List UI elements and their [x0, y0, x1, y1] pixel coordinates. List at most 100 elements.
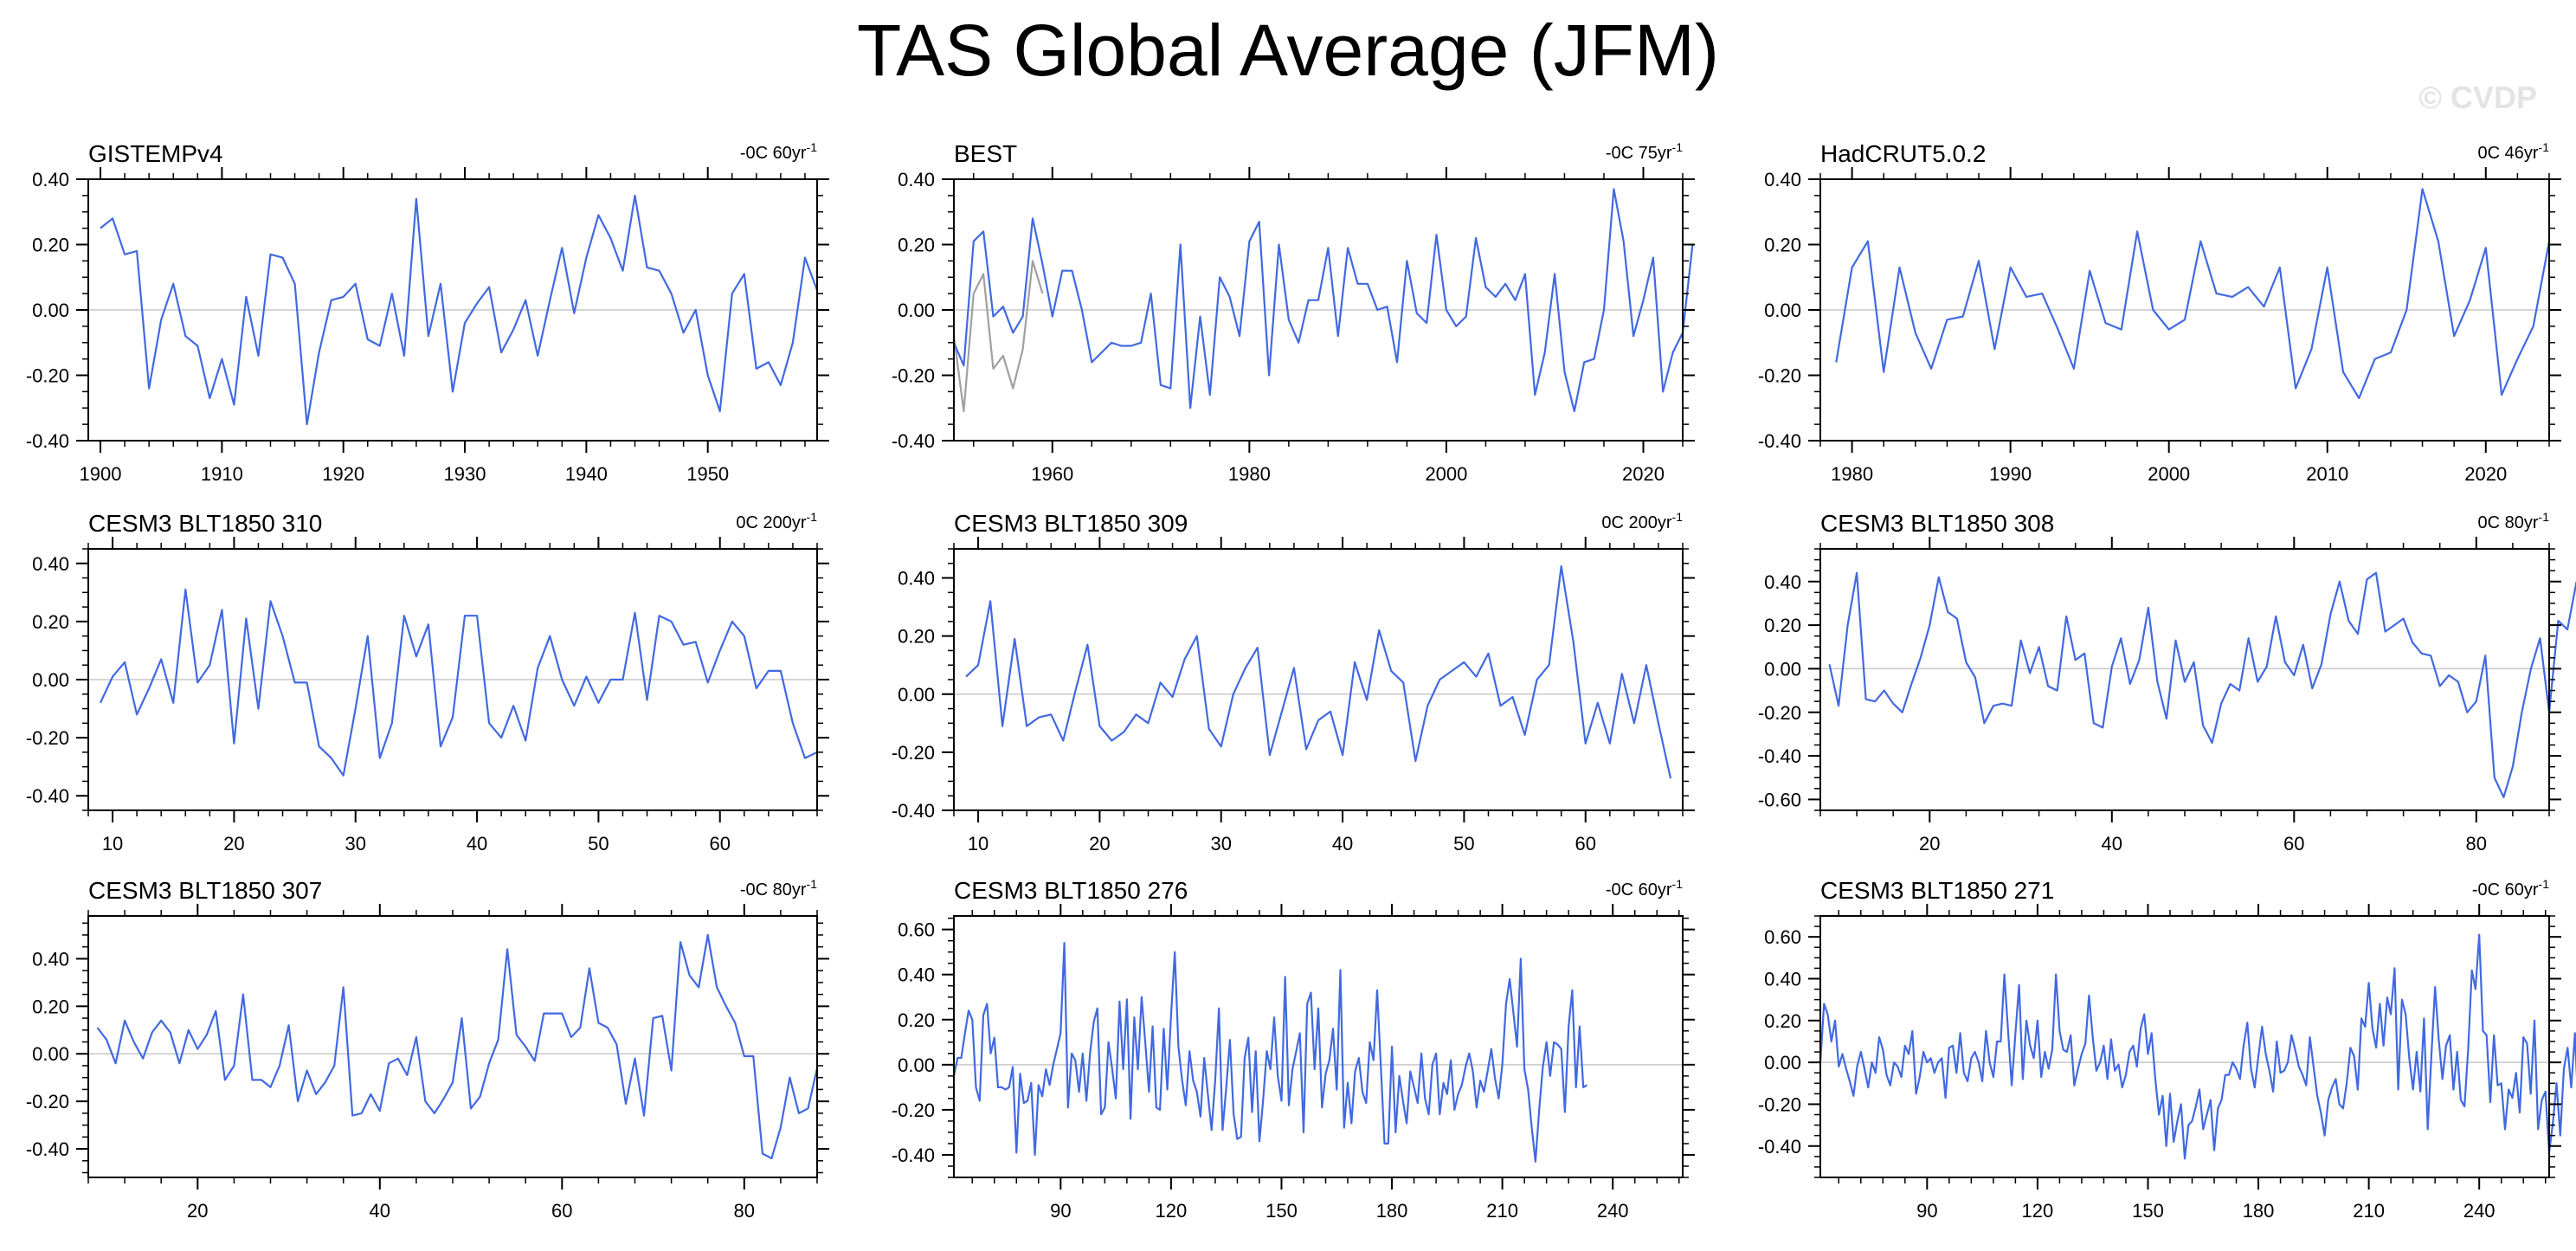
panel-title: CESM3 BLT1850 309 [954, 510, 1188, 537]
panel-title: CESM3 BLT1850 308 [1820, 510, 2054, 537]
y-tick-label: 0.00 [898, 684, 935, 706]
trend-annotation: 0C 80yr-1 [2478, 510, 2550, 532]
panel-title: GISTEMPv4 [88, 140, 223, 167]
x-tick-label: 50 [588, 833, 609, 854]
plot-frame [953, 915, 1684, 1178]
y-tick-label: 0.00 [1764, 658, 1801, 680]
chart-panel: 1900 1910 1920 1930 1940 1950 -0.40 -0.20 0.00 0.… [26, 140, 829, 485]
y-tick-label: 0.40 [1764, 571, 1801, 593]
chart-panel: 10 20 30 40 50 60 -0.40 -0.20 0.00 0.20 0.40 CESM3 … [26, 510, 829, 854]
trend-annotation: -0C 60yr-1 [2472, 877, 2549, 900]
chart-panel: 1960 1980 2000 2020 -0.40 -0.20 0.00 0.20 0.40 BE… [892, 140, 1695, 485]
x-tick-label: 30 [1210, 833, 1231, 854]
plot-frame [87, 915, 818, 1178]
x-tick-label: 180 [1376, 1200, 1408, 1222]
x-tick-label: 2010 [2306, 463, 2348, 485]
y-tick-label: -0.40 [26, 430, 69, 452]
x-tick-label: 1910 [201, 463, 243, 485]
x-tick-label: 10 [102, 833, 123, 854]
x-tick-label: 20 [187, 1200, 208, 1222]
y-tick-label: 0.20 [32, 611, 69, 633]
y-tick-label: 0.20 [1764, 1010, 1801, 1032]
y-tick-label: 0.20 [898, 1009, 935, 1031]
y-tick-label: -0.20 [1758, 1093, 1801, 1115]
y-tick-label: 0.20 [1764, 615, 1801, 636]
x-tick-label: 1930 [444, 463, 486, 485]
x-tick-label: 120 [1156, 1200, 1188, 1222]
chart-panel: 90 120 150 180 210 240 -0.40 -0.20 0.00 0.20 0.40 0… [892, 877, 1695, 1222]
x-tick-label: 60 [1575, 833, 1595, 854]
y-tick-label: 0.00 [32, 300, 69, 321]
y-tick-label: -0.60 [1758, 789, 1801, 810]
series-line [1828, 571, 2576, 799]
y-tick-label: 0.20 [1764, 235, 1801, 256]
y-tick-label: -0.20 [26, 365, 69, 387]
x-tick-label: 1980 [1831, 463, 1873, 485]
x-tick-label: 240 [2463, 1200, 2496, 1222]
y-tick-label: -0.20 [892, 742, 935, 764]
x-tick-label: 1920 [322, 463, 364, 485]
x-tick-label: 1900 [80, 463, 122, 485]
chart-panel: 20 40 60 80 -0.40 -0.20 0.00 0.20 0.40 CESM3 BLT1… [26, 877, 829, 1222]
trend-annotation: -0C 80yr-1 [740, 877, 817, 900]
x-tick-label: 1960 [1031, 463, 1073, 485]
series-line [1819, 933, 2576, 1160]
panel-title: HadCRUT5.0.2 [1820, 140, 1986, 167]
y-tick-label: 0.20 [32, 996, 69, 1017]
x-tick-label: 120 [2022, 1200, 2054, 1222]
chart-panel: 20 40 60 80 -0.60 -0.40 -0.20 0.00 0.20 0.40 CESM3… [1758, 510, 2576, 854]
x-tick-label: 1950 [686, 463, 729, 485]
y-tick-label: 0.40 [1764, 968, 1801, 990]
y-tick-label: -0.40 [892, 800, 935, 822]
x-tick-label: 1990 [1989, 463, 2032, 485]
x-tick-label: 20 [1089, 833, 1110, 854]
y-tick-label: -0.40 [26, 785, 69, 807]
cvdp-watermark: © CVDP [2418, 80, 2537, 115]
series-line [965, 564, 1672, 779]
y-tick-label: -0.40 [1758, 745, 1801, 767]
plot-frame [953, 548, 1684, 811]
y-tick-label: 0.40 [1764, 169, 1801, 190]
x-tick-label: 90 [1050, 1200, 1071, 1222]
x-tick-label: 60 [2283, 833, 2304, 854]
x-tick-label: 80 [2466, 833, 2487, 854]
x-tick-label: 2000 [1425, 463, 1467, 485]
y-tick-label: 0.60 [1764, 926, 1801, 948]
series-line [100, 194, 819, 426]
x-tick-label: 80 [734, 1200, 755, 1222]
plot-frame [1819, 915, 2550, 1178]
trend-annotation: -0C 60yr-1 [1606, 877, 1683, 900]
y-tick-label: 0.40 [32, 169, 69, 190]
y-tick-label: 0.00 [1764, 1052, 1801, 1074]
x-tick-label: 180 [2243, 1200, 2275, 1222]
x-tick-label: 60 [709, 833, 730, 854]
x-tick-label: 50 [1453, 833, 1474, 854]
y-tick-label: 0.40 [898, 964, 935, 986]
x-tick-label: 40 [1332, 833, 1353, 854]
secondary-series-line [952, 260, 1044, 413]
trend-annotation: 0C 200yr-1 [736, 510, 817, 532]
y-tick-label: -0.40 [892, 430, 935, 452]
series-line [100, 588, 818, 777]
trend-annotation: 0C 200yr-1 [1601, 510, 1683, 532]
y-tick-label: 0.00 [1764, 300, 1801, 321]
y-tick-label: -0.40 [892, 1145, 935, 1166]
x-tick-label: 40 [2102, 833, 2122, 854]
x-tick-label: 2000 [2148, 463, 2190, 485]
y-tick-label: -0.20 [1758, 365, 1801, 387]
x-tick-label: 60 [551, 1200, 572, 1222]
x-tick-label: 210 [2353, 1200, 2385, 1222]
y-tick-label: -0.40 [26, 1138, 69, 1160]
panel-title: BEST [954, 140, 1017, 167]
y-tick-label: 0.20 [898, 235, 935, 256]
chart-panel: 1980 1990 2000 2010 2020 -0.40 -0.20 0.00 0.20 0.… [1758, 140, 2561, 485]
y-tick-label: 0.00 [32, 669, 69, 691]
trend-annotation: -0C 75yr-1 [1606, 140, 1683, 163]
x-tick-label: 240 [1597, 1200, 1629, 1222]
y-tick-label: 0.60 [898, 919, 935, 941]
x-tick-label: 1980 [1228, 463, 1271, 485]
y-tick-label: 0.20 [32, 235, 69, 256]
y-tick-label: -0.20 [26, 727, 69, 749]
x-tick-label: 40 [467, 833, 487, 854]
